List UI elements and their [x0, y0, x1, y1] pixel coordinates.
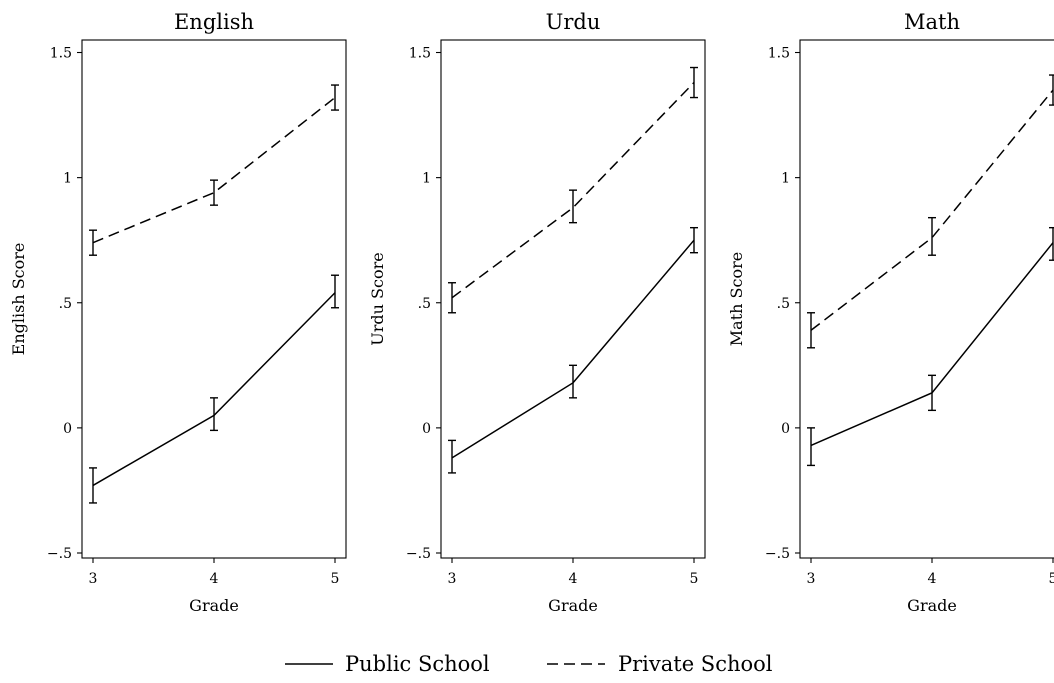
error-bar	[690, 66, 698, 99]
plot-frame	[440, 39, 706, 559]
series-line-private	[92, 96, 336, 244]
y-tick-label: .5	[777, 296, 790, 312]
error-bar	[331, 84, 339, 111]
y-tick-label: −.5	[406, 546, 431, 562]
x-tick-label: 5	[331, 571, 340, 587]
y-tick-label: 0	[63, 421, 72, 437]
error-bar	[210, 397, 218, 432]
error-bar	[807, 312, 815, 349]
error-bar	[448, 282, 456, 314]
y-tick-label: 1	[422, 171, 431, 187]
error-bar	[89, 467, 97, 504]
plot-frame	[799, 39, 1054, 559]
y-axis-label: Urdu Score	[368, 252, 387, 345]
error-bar	[807, 427, 815, 467]
plot-frame	[81, 39, 347, 559]
chart-title: Urdu	[546, 10, 601, 34]
series-line-public	[451, 239, 695, 459]
series-line-public	[92, 292, 336, 487]
error-bar	[1049, 74, 1054, 106]
x-tick-label: 3	[89, 571, 98, 587]
x-tick-label: 3	[807, 571, 816, 587]
series-line-public	[810, 242, 1054, 447]
x-tick-label: 4	[569, 571, 578, 587]
x-axis-label: Grade	[189, 596, 239, 615]
x-axis-label: Grade	[907, 596, 957, 615]
legend-label-private: Private School	[618, 652, 773, 676]
panel-english: English −.5 0 .5 1 1.5 3 4 5 Grade English Score	[9, 10, 347, 615]
y-tick-label: 1	[781, 171, 790, 187]
x-axis-label: Grade	[548, 596, 598, 615]
y-tick-label: 1.5	[50, 46, 72, 62]
error-bar	[448, 439, 456, 474]
error-bar	[331, 274, 339, 309]
x-tick-label: 5	[690, 571, 699, 587]
y-tick-label: 1	[63, 171, 72, 187]
x-tick-label: 4	[928, 571, 937, 587]
error-bar	[928, 374, 936, 412]
error-bar	[89, 229, 97, 256]
y-tick-label: .5	[418, 296, 431, 312]
y-tick-label: 1.5	[768, 46, 790, 62]
chart-title: English	[174, 10, 254, 34]
y-tick-label: 0	[422, 421, 431, 437]
error-bar	[928, 216, 936, 256]
error-bar	[1049, 226, 1054, 261]
y-tick-label: 0	[781, 421, 790, 437]
x-tick-label: 5	[1049, 571, 1054, 587]
x-tick-label: 4	[210, 571, 219, 587]
legend-label-public: Public School	[345, 652, 490, 676]
error-bar	[569, 189, 577, 224]
x-tick-label: 3	[448, 571, 457, 587]
chart-title: Math	[904, 10, 960, 34]
y-tick-label: −.5	[47, 546, 72, 562]
y-tick-label: 1.5	[409, 46, 431, 62]
y-tick-label: .5	[59, 296, 72, 312]
error-bar	[210, 179, 218, 206]
series-line-private	[810, 89, 1054, 331]
y-axis-label: Math Score	[727, 252, 746, 346]
y-axis-label: English Score	[9, 243, 28, 356]
chart-legend: Public School Private School	[285, 652, 773, 676]
y-tick-label: −.5	[765, 546, 790, 562]
panel-math: Math −.5 0 .5 1 1.5 3 4 5 Grade Math Score	[727, 10, 1054, 615]
error-bar	[690, 226, 698, 254]
panel-urdu: Urdu −.5 0 .5 1 1.5 3 4 5 Grade Urdu Score	[368, 10, 706, 615]
error-bar	[569, 364, 577, 399]
